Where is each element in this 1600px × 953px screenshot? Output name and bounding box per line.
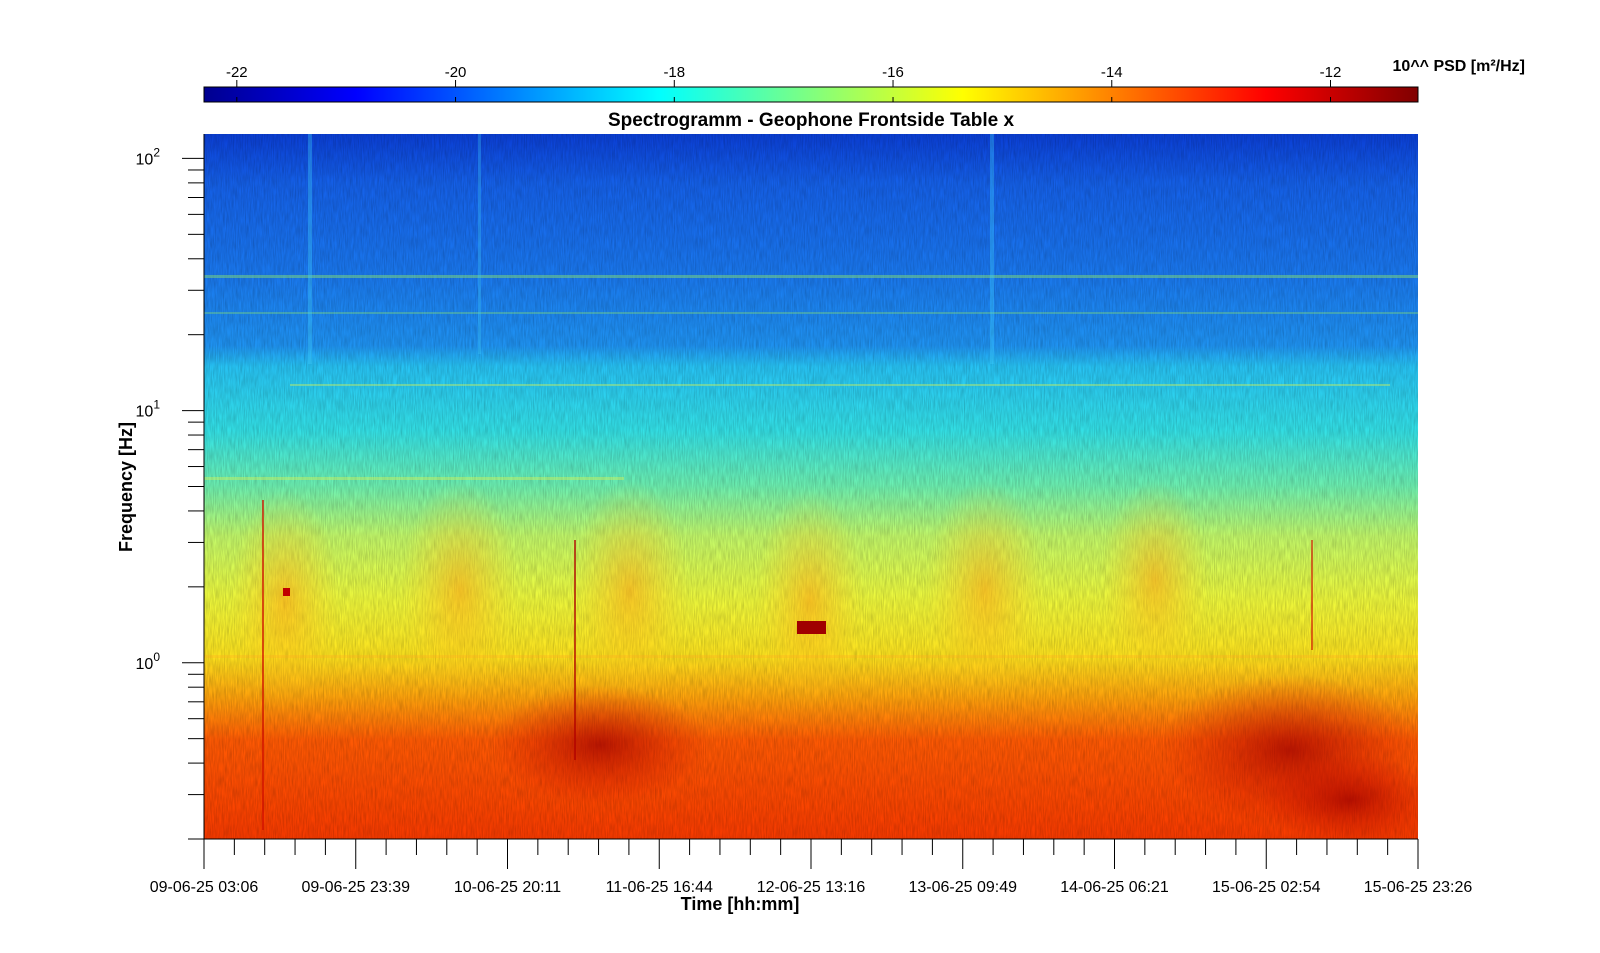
- x-tick-label: 13-06-25 09:49: [908, 879, 1017, 896]
- colorbar-tick-label: -18: [663, 64, 685, 81]
- colorbar-ticks: -22 -20 -18 -16 -14 -12: [226, 64, 1341, 102]
- x-tick-label: 11-06-25 16:44: [606, 879, 713, 896]
- colorbar-unit-label: 10^^ PSD [m²/Hz]: [1393, 58, 1525, 75]
- x-axis: 09-06-25 03:06 09-06-25 23:39 10-06-25 20:…: [150, 838, 1473, 914]
- spectrogram-image: [204, 134, 1418, 839]
- y-tick-label: 102: [136, 145, 161, 168]
- colorbar: -22 -20 -18 -16 -14 -12 10^^ PSD [m²/Hz]: [203, 58, 1525, 103]
- y-tick-label: 101: [136, 398, 161, 421]
- x-tick-label: 09-06-25 23:39: [301, 879, 410, 896]
- x-tick-label: 10-06-25 20:11: [454, 879, 561, 896]
- colorbar-tick-label: -16: [882, 64, 904, 81]
- colorbar-tick-label: -22: [226, 64, 248, 81]
- x-axis-label: Time [hh:mm]: [681, 894, 800, 914]
- colorbar-tick-label: -12: [1320, 64, 1342, 81]
- y-tick-label: 100: [136, 650, 161, 673]
- x-tick-label: 15-06-25 23:26: [1364, 879, 1473, 896]
- colorbar-tick-label: -20: [445, 64, 467, 81]
- x-tick-label: 15-06-25 02:54: [1212, 879, 1321, 896]
- chart-title: Spectrogramm - Geophone Frontside Table …: [608, 110, 1015, 131]
- colorbar-gradient: [203, 86, 1419, 103]
- y-axis: 100 101 102 Frequency [Hz]: [116, 134, 205, 840]
- y-axis-label: Frequency [Hz]: [116, 422, 136, 552]
- x-tick-label: 09-06-25 03:06: [150, 879, 259, 896]
- x-tick-label: 14-06-25 06:21: [1060, 879, 1169, 896]
- colorbar-tick-label: -14: [1101, 64, 1123, 81]
- x-tick-label: 12-06-25 13:16: [757, 879, 866, 896]
